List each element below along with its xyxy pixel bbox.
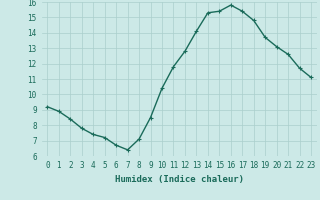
X-axis label: Humidex (Indice chaleur): Humidex (Indice chaleur)	[115, 175, 244, 184]
